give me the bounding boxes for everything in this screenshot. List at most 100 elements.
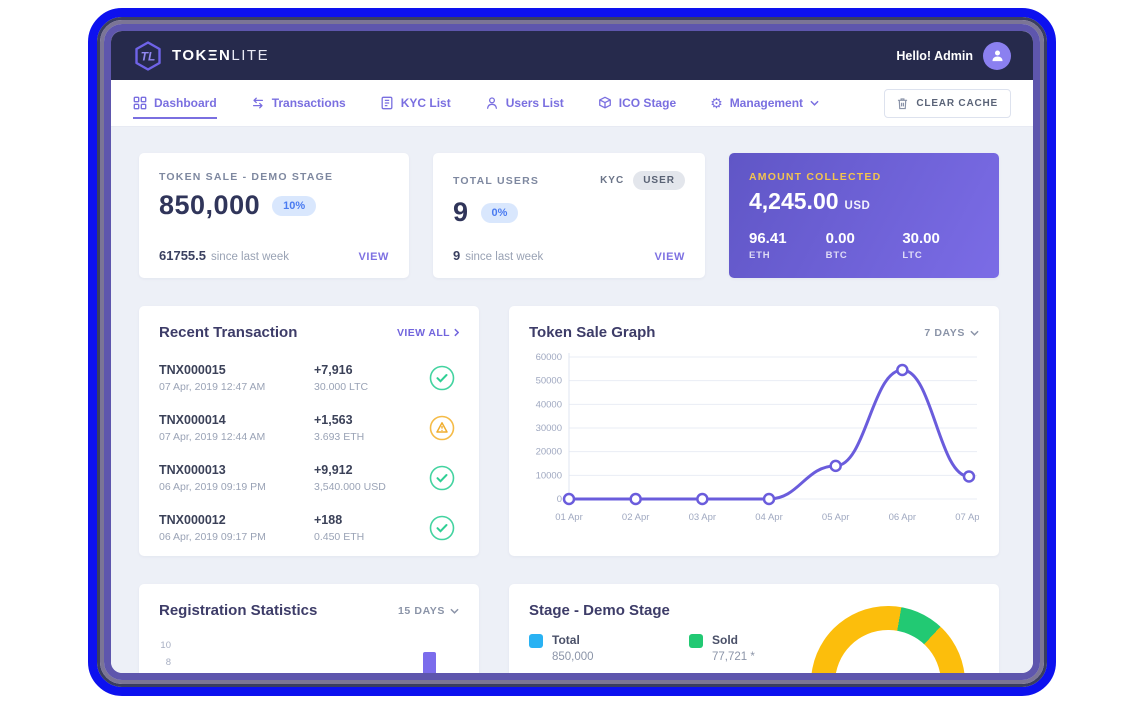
tx-status-badge [429,465,455,491]
tx-date: 07 Apr, 2019 12:44 AM [159,431,266,443]
token-sale-card: TOKEN SALE - DEMO STAGE 850,000 10% 6175… [139,153,409,278]
top-header: TL TOKΞNLITE Hello! Admin [111,31,1033,80]
total-users-view-link[interactable]: VIEW [654,251,685,263]
nav-label: KYC List [400,96,451,110]
cube-icon [598,96,611,109]
total-users-value: 9 [453,197,469,227]
tx-status-badge [429,415,455,441]
tx-id: TNX000014 [159,413,226,427]
chevron-down-icon [970,330,979,336]
tx-amount: +1,563 [314,413,353,427]
stage-legend: Total 850,000 Sold 77,721 * [529,633,979,663]
svg-text:60000: 60000 [536,352,562,363]
svg-text:20000: 20000 [536,447,562,458]
svg-text:06 Apr: 06 Apr [889,512,916,523]
amount-collected-card: AMOUNT COLLECTED 4,245.00 USD 96.41 ETH … [729,153,999,278]
check-circle-icon [429,465,455,491]
tx-amount: +9,912 [314,463,353,477]
nav-label: ICO Stage [618,96,677,110]
legend-value: 850,000 [552,651,594,663]
token-sale-badge: 10% [272,195,317,216]
table-row[interactable]: TNX000014 07 Apr, 2019 12:44 AM +1,563 3… [159,403,459,453]
warning-circle-icon [429,415,455,441]
eth-breakdown: 96.41 ETH [749,230,826,261]
registration-statistics-card: Registration Statistics 15 DAYS 10 8 [139,584,479,673]
svg-text:07 Apr: 07 Apr [955,512,979,523]
device-frame-band-purple: TL TOKΞNLITE Hello! Admin Dashboard [104,24,1040,680]
svg-text:0: 0 [557,494,562,505]
recent-transactions-card: Recent Transaction VIEW ALL TNX000015 07… [139,306,479,556]
graph-range-dropdown[interactable]: 7 DAYS [924,327,979,339]
registration-bar[interactable] [423,652,436,673]
table-row[interactable]: TNX000012 06 Apr, 2019 09:17 PM +188 0.4… [159,503,459,553]
kyc-toggle-option[interactable]: KYC [600,175,625,186]
nav-item-users-list[interactable]: Users List [485,80,564,126]
user-toggle-option[interactable]: USER [633,171,685,190]
greeting-text: Hello! Admin [896,48,973,63]
svg-text:50000: 50000 [536,376,562,387]
main-content: TOKEN SALE - DEMO STAGE 850,000 10% 6175… [111,127,1033,673]
nav-label: Transactions [271,96,346,110]
nav-item-ico-stage[interactable]: ICO Stage [598,80,676,126]
nav-item-kyc-list[interactable]: KYC List [380,80,451,126]
svg-text:30000: 30000 [536,423,562,434]
amount-collected-currency: USD [844,200,871,212]
legend-value: 77,721 * [712,651,755,663]
device-frame-band-gray: TL TOKΞNLITE Hello! Admin Dashboard [100,20,1044,684]
tx-status-badge [429,365,455,391]
tx-id: TNX000015 [159,363,226,377]
nav-label: Users List [505,96,564,110]
legend-swatch-total [529,634,543,648]
token-sale-view-link[interactable]: VIEW [358,251,389,263]
table-row[interactable]: TNX000013 06 Apr, 2019 09:19 PM +9,912 3… [159,453,459,503]
tx-currency: 3.693 ETH [314,431,365,443]
table-row[interactable]: TNX000015 07 Apr, 2019 12:47 AM +7,916 3… [159,353,459,403]
transaction-list: TNX000015 07 Apr, 2019 12:47 AM +7,916 3… [159,353,459,553]
nav-item-dashboard[interactable]: Dashboard [133,80,217,126]
graph-range-label: 7 DAYS [924,326,965,339]
chevron-right-icon [454,328,459,337]
token-sale-graph-title: Token Sale Graph [529,324,656,341]
tx-currency: 3,540.000 USD [314,481,386,493]
nav-item-transactions[interactable]: Transactions [251,80,346,126]
user-avatar[interactable] [983,41,1011,70]
brand-name: TOKΞNLITE [172,47,270,64]
recent-transactions-title: Recent Transaction [159,324,298,341]
total-users-label: TOTAL USERS [453,174,540,187]
brand[interactable]: TL TOKΞNLITE [133,40,269,72]
tx-id: TNX000013 [159,463,226,477]
chevron-down-icon [450,608,459,614]
check-circle-icon [429,515,455,541]
total-users-delta-note: since last week [465,251,544,263]
tx-currency: 0.450 ETH [314,531,365,543]
total-users-delta: 9 [453,248,461,263]
user-icon [486,97,497,109]
legend-label: Sold [712,633,738,647]
btc-unit: BTC [825,250,848,261]
brand-logo-icon: TL [135,40,161,71]
gear-icon: ⚙ [710,95,723,111]
token-sale-delta-note: since last week [211,251,289,263]
svg-text:02 Apr: 02 Apr [622,512,649,523]
clear-cache-button[interactable]: CLEAR CACHE [884,88,1011,118]
token-sale-value: 850,000 [159,190,261,220]
svg-text:05 Apr: 05 Apr [822,512,849,523]
svg-text:03 Apr: 03 Apr [689,512,716,523]
view-all-label: VIEW ALL [397,326,450,339]
legend-swatch-sold [689,634,703,648]
eth-unit: ETH [749,250,771,261]
ltc-breakdown: 30.00 LTC [902,230,979,261]
registration-range-dropdown[interactable]: 15 DAYS [398,605,459,617]
device-frame: TL TOKΞNLITE Hello! Admin Dashboard [88,8,1056,696]
trash-icon [898,97,908,109]
app-window: TL TOKΞNLITE Hello! Admin Dashboard [111,31,1033,673]
svg-text:10000: 10000 [536,470,562,481]
ltc-unit: LTC [902,250,923,261]
chevron-down-icon [810,100,819,106]
view-all-link[interactable]: VIEW ALL [397,327,459,339]
nav-label: Dashboard [154,96,217,110]
legend-item-total: Total 850,000 [529,633,689,663]
nav-item-management[interactable]: ⚙ Management [710,80,819,126]
check-circle-icon [429,365,455,391]
btc-breakdown: 0.00 BTC [826,230,903,261]
